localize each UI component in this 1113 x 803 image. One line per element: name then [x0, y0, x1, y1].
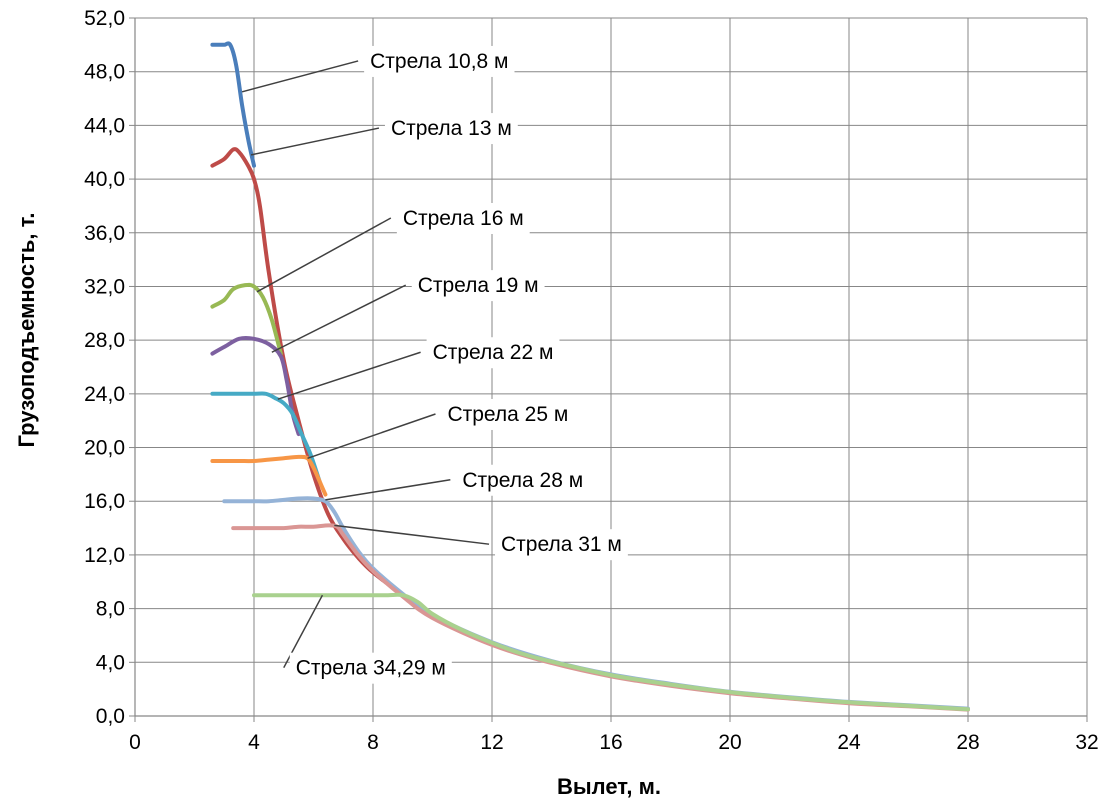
x-tick-label: 20: [718, 731, 741, 754]
x-tick-label: 8: [367, 731, 379, 754]
annotation-label-bg: [426, 337, 560, 369]
x-axis-title: Вылет, м.: [557, 774, 661, 799]
y-tick-label: 20,0: [84, 437, 125, 460]
y-tick-label: 44,0: [84, 114, 125, 137]
annotation-leader: [256, 217, 392, 293]
annotations-group: Стрела 10,8 м Стрела 13 м Стрела 16 м Стрел…: [241, 45, 628, 684]
annotation-label-bg: [441, 398, 575, 430]
x-tick-labels: 0 4 8 12 16 20 24 28 32: [129, 731, 1099, 754]
annotation-label: Стрела 13 м: [391, 117, 512, 140]
y-tick-label: 28,0: [84, 329, 125, 352]
y-tick-label: 32,0: [84, 275, 125, 298]
annotation-leader: [334, 524, 490, 545]
y-tick-label: 40,0: [84, 168, 125, 191]
annotation-label-bg: [396, 203, 530, 235]
y-tick-label: 48,0: [84, 61, 125, 84]
y-tick-label: 16,0: [84, 490, 125, 513]
y-tick-label: 12,0: [84, 544, 125, 567]
x-tick-label: 12: [480, 731, 503, 754]
annotation-label: Стрела 10,8 м: [370, 50, 508, 73]
annotation-leader: [307, 413, 436, 459]
annotation-leader: [250, 127, 380, 156]
annotation-label: Стрела 19 м: [418, 274, 539, 297]
annotation-label: Стрела 34,29 м: [296, 657, 446, 680]
annotation-leader: [271, 284, 407, 353]
x-tick-label: 16: [599, 731, 622, 754]
annotation-label-bg: [495, 529, 628, 561]
y-tick-label: 24,0: [84, 383, 125, 406]
annotation-label: Стрела 31 м: [501, 533, 622, 556]
annotation-label-bg: [364, 45, 515, 77]
y-axis-title: Грузоподъемность, т.: [14, 212, 39, 447]
y-tick-labels: 0,0 4,0 8,0 12,0 16,0 20,0 24,0 28,0 32,0 36,0 40,…: [84, 7, 125, 728]
series-line-4: [210, 335, 301, 437]
annotation-label-bg: [456, 464, 590, 496]
annotation-leader: [277, 351, 421, 400]
annotation-leader: [325, 479, 451, 501]
annotation-label: Стрела 22 м: [433, 341, 554, 364]
x-tick-label: 28: [956, 731, 979, 754]
y-tick-label: 8,0: [96, 598, 125, 621]
annotation-label: Стрела 25 м: [447, 403, 568, 426]
axes: [129, 17, 1088, 722]
series-line-1: [210, 41, 256, 168]
y-tick-label: 4,0: [96, 651, 125, 674]
series-line-9: [252, 592, 970, 712]
annotation-label: Стрела 28 м: [462, 469, 583, 492]
annotation-leader: [241, 60, 359, 93]
x-tick-label: 0: [129, 731, 141, 754]
series-group: [210, 41, 970, 712]
annotation-label-bg: [384, 113, 518, 145]
y-tick-label: 36,0: [84, 222, 125, 245]
x-tick-label: 32: [1075, 731, 1098, 754]
series-line-3: [210, 282, 283, 356]
x-tick-label: 24: [837, 731, 861, 754]
series-line-6: [210, 454, 328, 497]
series-line-5: [210, 391, 322, 484]
annotation-label-bg: [289, 652, 452, 684]
y-tick-label: 52,0: [84, 7, 125, 30]
annotation-label-bg: [411, 270, 545, 302]
x-tick-label: 4: [248, 731, 260, 754]
y-tick-label: 0,0: [96, 705, 125, 728]
annotation-label: Стрела 16 м: [403, 207, 524, 230]
